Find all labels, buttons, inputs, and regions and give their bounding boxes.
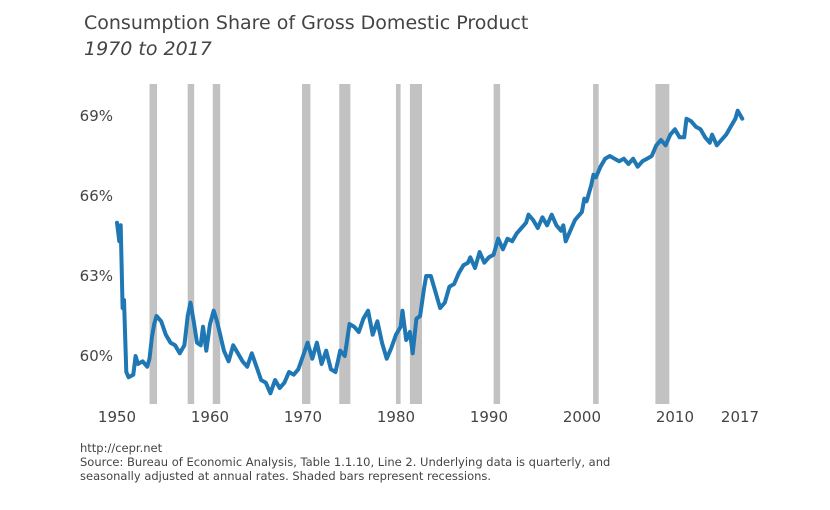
- recession-bar: [655, 84, 670, 404]
- source-note-line-2: seasonally adjusted at annual rates. Sha…: [80, 469, 492, 483]
- series-line: [115, 108, 745, 396]
- source-url: http://cepr.net: [80, 441, 163, 455]
- x-tick-label: 2000: [563, 408, 601, 426]
- recession-bar: [212, 84, 221, 404]
- x-tick-label: 1960: [191, 408, 229, 426]
- y-tick-label: 66%: [80, 187, 113, 205]
- line-chart: 60% 63% 66% 69% 1950 1960 1970 1980 1990 2000 201…: [80, 84, 759, 426]
- y-tick-label: 69%: [80, 107, 113, 125]
- chart-title: Consumption Share of Gross Domestic Prod…: [84, 12, 529, 34]
- recession-bar: [187, 84, 195, 404]
- recession-bar: [302, 84, 311, 404]
- x-tick-label: 2010: [656, 408, 694, 426]
- x-tick-label: 1980: [377, 408, 415, 426]
- x-tick-label: 2017: [721, 408, 759, 426]
- y-axis-ticks: 60% 63% 66% 69%: [80, 107, 113, 365]
- x-tick-label: 1950: [98, 408, 136, 426]
- series-line-group: [115, 108, 745, 396]
- recession-bar: [339, 84, 351, 404]
- recession-bars: [149, 84, 670, 404]
- y-tick-label: 63%: [80, 267, 113, 285]
- x-tick-label: 1970: [284, 408, 322, 426]
- x-tick-label: 1990: [470, 408, 508, 426]
- chart-subtitle: 1970 to 2017: [84, 38, 212, 60]
- recession-bar: [593, 84, 599, 404]
- recession-bar: [149, 84, 157, 404]
- y-tick-label: 60%: [80, 347, 113, 365]
- source-note-line-1: Source: Bureau of Economic Analysis, Tab…: [80, 455, 611, 469]
- chart-footer: http://cepr.net Source: Bureau of Econom…: [80, 441, 610, 483]
- recession-bar: [395, 84, 401, 404]
- recession-bar: [409, 84, 422, 404]
- x-axis-ticks: 1950 1960 1970 1980 1990 2000 2010 2017: [98, 408, 759, 426]
